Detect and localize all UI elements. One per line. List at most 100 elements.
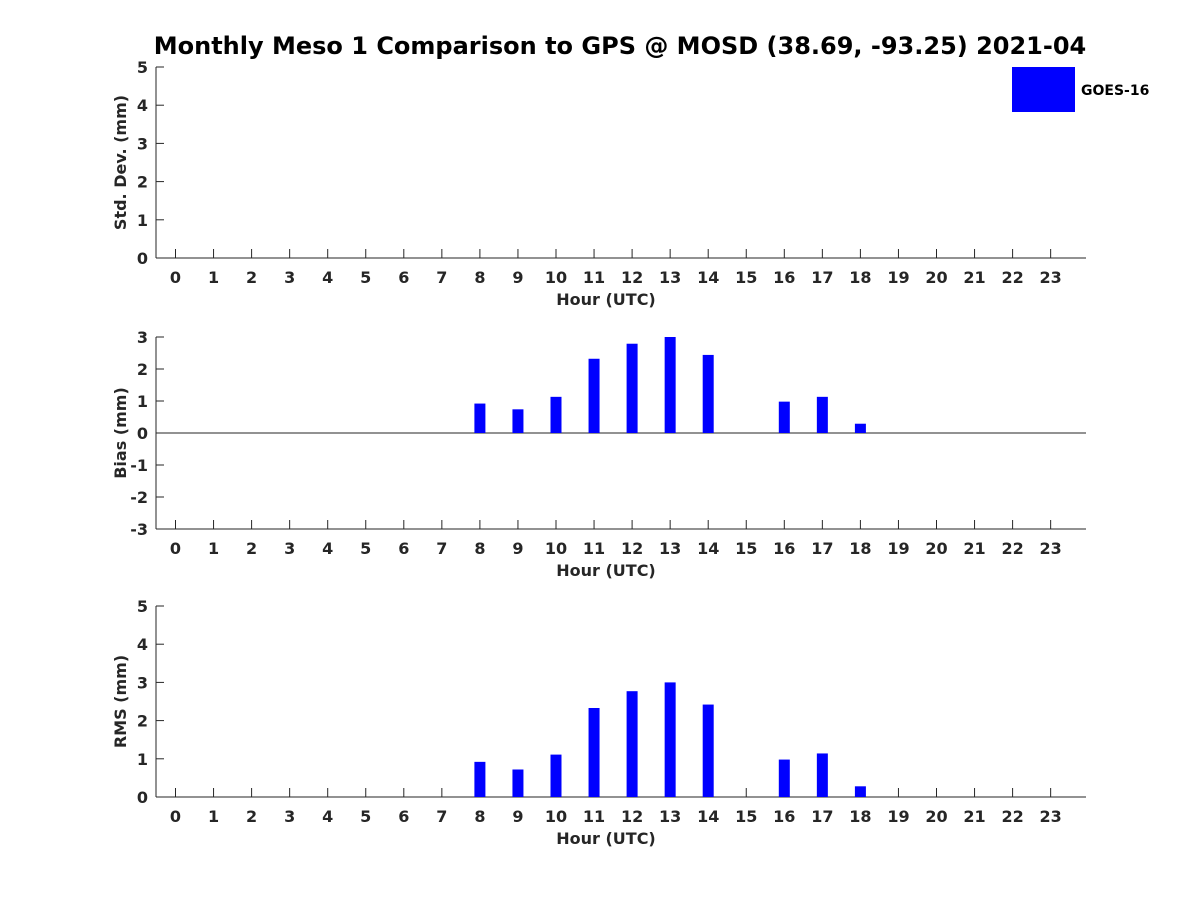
bias-ytick-label: 0 (137, 424, 148, 443)
rms-xtick-label: 11 (583, 807, 605, 826)
rms-bar-14 (702, 704, 714, 797)
bias-xtick-label: 21 (963, 539, 985, 558)
stddev-xtick-label: 10 (545, 268, 567, 287)
bias-ytick-label: 2 (137, 360, 148, 379)
rms-bar-11 (588, 707, 600, 797)
bias-xtick-label: 16 (773, 539, 795, 558)
stddev-xtick-label: 2 (246, 268, 257, 287)
rms-bar-9 (512, 769, 524, 797)
bias-bar-16 (778, 401, 790, 433)
rms-xtick-label: 8 (474, 807, 485, 826)
stddev-ytick-label: 3 (137, 134, 148, 153)
rms-xtick-label: 9 (512, 807, 523, 826)
bias-xtick-label: 5 (360, 539, 371, 558)
rms-xtick-label: 19 (887, 807, 909, 826)
stddev-xtick-label: 12 (621, 268, 643, 287)
stddev-ytick-label: 0 (137, 249, 148, 268)
bias-xtick-label: 23 (1040, 539, 1062, 558)
rms-xtick-label: 5 (360, 807, 371, 826)
stddev-xtick-label: 1 (208, 268, 219, 287)
rms-ytick-label: 5 (137, 597, 148, 616)
stddev-xtick-label: 8 (474, 268, 485, 287)
bias-xtick-label: 12 (621, 539, 643, 558)
bias-ytick-label: -2 (130, 488, 148, 507)
bias-bar-18 (854, 423, 866, 433)
stddev-xtick-label: 20 (925, 268, 947, 287)
bias-bar-13 (664, 337, 676, 433)
rms-ytick-label: 3 (137, 673, 148, 692)
bias-xtick-label: 22 (1001, 539, 1023, 558)
rms-bar-16 (778, 759, 790, 797)
bias-ytick-label: 1 (137, 392, 148, 411)
rms-xtick-label: 17 (811, 807, 833, 826)
rms-xtick-label: 20 (925, 807, 947, 826)
stddev-xtick-label: 9 (512, 268, 523, 287)
stddev-xtick-label: 18 (849, 268, 871, 287)
bias-bar-10 (550, 396, 562, 433)
rms-xtick-label: 18 (849, 807, 871, 826)
figure-title: Monthly Meso 1 Comparison to GPS @ MOSD … (154, 32, 1087, 60)
rms-ytick-label: 0 (137, 788, 148, 807)
legend-label: GOES-16 (1081, 83, 1149, 99)
bias-ytick-label: 3 (137, 328, 148, 347)
rms-bar-18 (854, 786, 866, 797)
rms-xtick-label: 3 (284, 807, 295, 826)
bias-ytick-label: -1 (130, 456, 148, 475)
bias-bar-11 (588, 358, 600, 433)
bias-xtick-label: 17 (811, 539, 833, 558)
stddev-xtick-label: 23 (1040, 268, 1062, 287)
rms-xtick-label: 4 (322, 807, 333, 826)
bias-xtick-label: 10 (545, 539, 567, 558)
rms-xtick-label: 22 (1001, 807, 1023, 826)
bias-xtick-label: 6 (398, 539, 409, 558)
bias-xtick-label: 18 (849, 539, 871, 558)
bias-xtick-label: 15 (735, 539, 757, 558)
stddev-ytick-label: 1 (137, 211, 148, 230)
stddev-xtick-label: 17 (811, 268, 833, 287)
bias-bar-14 (702, 354, 714, 433)
stddev-xtick-label: 21 (963, 268, 985, 287)
bias-xtick-label: 11 (583, 539, 605, 558)
rms-bar-17 (816, 753, 828, 797)
bias-xtick-label: 1 (208, 539, 219, 558)
rms-ytick-label: 2 (137, 712, 148, 731)
rms-bar-8 (474, 761, 486, 797)
rms-ylabel: RMS (mm) (111, 655, 130, 748)
bias-xlabel: Hour (UTC) (556, 561, 656, 580)
stddev-xtick-label: 11 (583, 268, 605, 287)
stddev-ytick-label: 2 (137, 173, 148, 192)
bias-bar-9 (512, 409, 524, 433)
legend: GOES-16 (1012, 67, 1149, 112)
rms-bar-10 (550, 754, 562, 797)
legend-swatch (1012, 67, 1075, 112)
bias-xtick-label: 19 (887, 539, 909, 558)
rms-xtick-label: 16 (773, 807, 795, 826)
rms-xtick-label: 15 (735, 807, 757, 826)
bias-bar-12 (626, 343, 638, 433)
bias-xtick-label: 20 (925, 539, 947, 558)
bias-xtick-label: 14 (697, 539, 719, 558)
rms-xtick-label: 1 (208, 807, 219, 826)
bias-ylabel: Bias (mm) (111, 387, 130, 479)
rms-xtick-label: 12 (621, 807, 643, 826)
stddev-xtick-label: 22 (1001, 268, 1023, 287)
bias-xtick-label: 4 (322, 539, 333, 558)
stddev-xtick-label: 0 (170, 268, 181, 287)
stddev-ytick-label: 4 (137, 96, 148, 115)
bias-bar-17 (816, 396, 828, 433)
bias-xtick-label: 2 (246, 539, 257, 558)
bias-xtick-label: 7 (436, 539, 447, 558)
rms-ytick-label: 1 (137, 750, 148, 769)
rms-xtick-label: 2 (246, 807, 257, 826)
rms-xtick-label: 10 (545, 807, 567, 826)
rms-xtick-label: 7 (436, 807, 447, 826)
rms-xtick-label: 23 (1040, 807, 1062, 826)
rms-xtick-label: 6 (398, 807, 409, 826)
rms-bar-13 (664, 682, 676, 797)
rms-xtick-label: 14 (697, 807, 719, 826)
stddev-xtick-label: 4 (322, 268, 333, 287)
rms-xtick-label: 21 (963, 807, 985, 826)
rms-ytick-label: 4 (137, 635, 148, 654)
